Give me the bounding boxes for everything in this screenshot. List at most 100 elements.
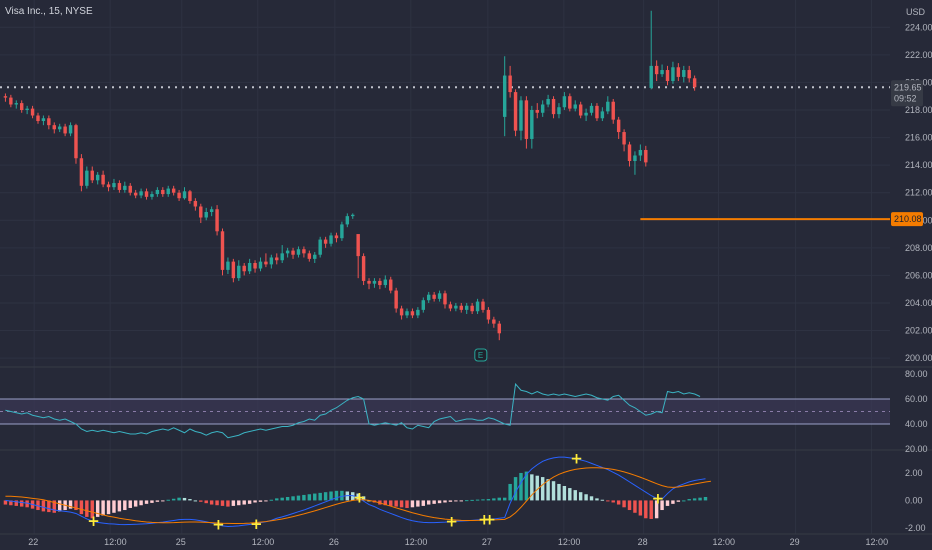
candle[interactable]: [318, 236, 322, 258]
candle[interactable]: [19, 100, 24, 113]
candle[interactable]: [36, 112, 40, 124]
candle[interactable]: [41, 115, 46, 126]
candle[interactable]: [30, 105, 35, 119]
candle[interactable]: [508, 65, 512, 98]
candle[interactable]: [150, 191, 154, 200]
candle[interactable]: [443, 290, 447, 309]
candle[interactable]: [611, 98, 615, 124]
candle[interactable]: [557, 103, 561, 119]
candle[interactable]: [68, 122, 73, 137]
candle[interactable]: [155, 187, 160, 197]
candle[interactable]: [90, 166, 94, 184]
candle[interactable]: [665, 65, 670, 86]
candle[interactable]: [410, 308, 415, 319]
candle[interactable]: [139, 188, 143, 199]
candle[interactable]: [627, 141, 632, 167]
candle[interactable]: [535, 103, 539, 119]
candle[interactable]: [649, 10, 653, 90]
candle[interactable]: [177, 189, 181, 201]
candle[interactable]: [79, 154, 84, 192]
candle[interactable]: [660, 64, 664, 77]
candle[interactable]: [269, 254, 274, 269]
candle[interactable]: [188, 189, 192, 204]
candle[interactable]: [372, 278, 377, 288]
candle[interactable]: [540, 100, 545, 117]
candle[interactable]: [502, 56, 507, 137]
candle[interactable]: [329, 232, 333, 247]
candle[interactable]: [220, 228, 225, 276]
candle[interactable]: [389, 276, 393, 294]
candle[interactable]: [481, 298, 485, 313]
candle[interactable]: [117, 180, 122, 193]
candle[interactable]: [285, 247, 290, 258]
price-axis[interactable]: 200.00202.00204.00206.00208.00210.00212.…: [891, 22, 932, 533]
candle[interactable]: [405, 308, 409, 319]
candle[interactable]: [231, 258, 236, 283]
candle[interactable]: [600, 107, 605, 122]
candle[interactable]: [524, 96, 529, 149]
candle[interactable]: [171, 185, 176, 196]
candle[interactable]: [530, 105, 534, 149]
candle[interactable]: [166, 185, 170, 197]
candle[interactable]: [470, 302, 474, 314]
candle[interactable]: [448, 301, 453, 312]
candle[interactable]: [633, 151, 637, 175]
candle[interactable]: [133, 189, 138, 199]
candle[interactable]: [464, 302, 469, 314]
rsi-line[interactable]: [5, 382, 701, 439]
candle[interactable]: [112, 178, 116, 190]
candle[interactable]: [638, 144, 643, 161]
candle[interactable]: [313, 251, 317, 263]
candle[interactable]: [671, 61, 675, 84]
candle[interactable]: [226, 257, 230, 275]
candle[interactable]: [3, 93, 8, 102]
candle[interactable]: [280, 245, 284, 263]
time-axis[interactable]: 22 12:00 25 12:00 26 12:00 27 12:00 28 12:00 29 12:…: [28, 537, 888, 547]
candle[interactable]: [307, 250, 312, 262]
candle[interactable]: [595, 103, 599, 122]
candle[interactable]: [193, 198, 198, 211]
candle[interactable]: [687, 65, 691, 83]
candle[interactable]: [497, 320, 501, 341]
earnings-marker[interactable]: [474, 348, 488, 362]
candle[interactable]: [85, 166, 89, 189]
candle[interactable]: [209, 206, 214, 217]
candle[interactable]: [692, 75, 697, 91]
candle[interactable]: [275, 253, 279, 265]
candle[interactable]: [204, 207, 208, 221]
candle[interactable]: [57, 123, 62, 133]
candle[interactable]: [161, 187, 165, 197]
candle[interactable]: [95, 172, 100, 185]
candle[interactable]: [264, 253, 268, 268]
candle[interactable]: [682, 65, 686, 83]
candle[interactable]: [258, 257, 263, 272]
candle[interactable]: [606, 96, 610, 115]
candle[interactable]: [492, 316, 496, 328]
candle[interactable]: [459, 302, 463, 313]
candle[interactable]: [74, 123, 78, 164]
candle[interactable]: [14, 100, 18, 109]
rsi-pane[interactable]: [0, 382, 890, 439]
candle[interactable]: [578, 101, 583, 119]
signal-line[interactable]: [5, 467, 711, 524]
candle[interactable]: [253, 260, 257, 273]
candle[interactable]: [345, 213, 350, 228]
candle[interactable]: [654, 60, 659, 82]
alert-price-badge[interactable]: [891, 212, 923, 227]
candle[interactable]: [334, 232, 339, 243]
candle[interactable]: [291, 247, 295, 259]
candle[interactable]: [302, 246, 306, 258]
candle[interactable]: [52, 122, 56, 134]
candle[interactable]: [584, 108, 588, 122]
candle[interactable]: [644, 145, 648, 167]
macd-pane[interactable]: + + +++ ++++: [3, 450, 711, 534]
candle[interactable]: [25, 105, 29, 115]
candle[interactable]: [182, 187, 187, 200]
candle[interactable]: [367, 278, 371, 290]
candle[interactable]: [416, 307, 420, 319]
candle[interactable]: [9, 94, 13, 108]
candle[interactable]: [323, 236, 328, 248]
price-pane[interactable]: E: [0, 10, 890, 362]
candle[interactable]: [144, 188, 149, 200]
